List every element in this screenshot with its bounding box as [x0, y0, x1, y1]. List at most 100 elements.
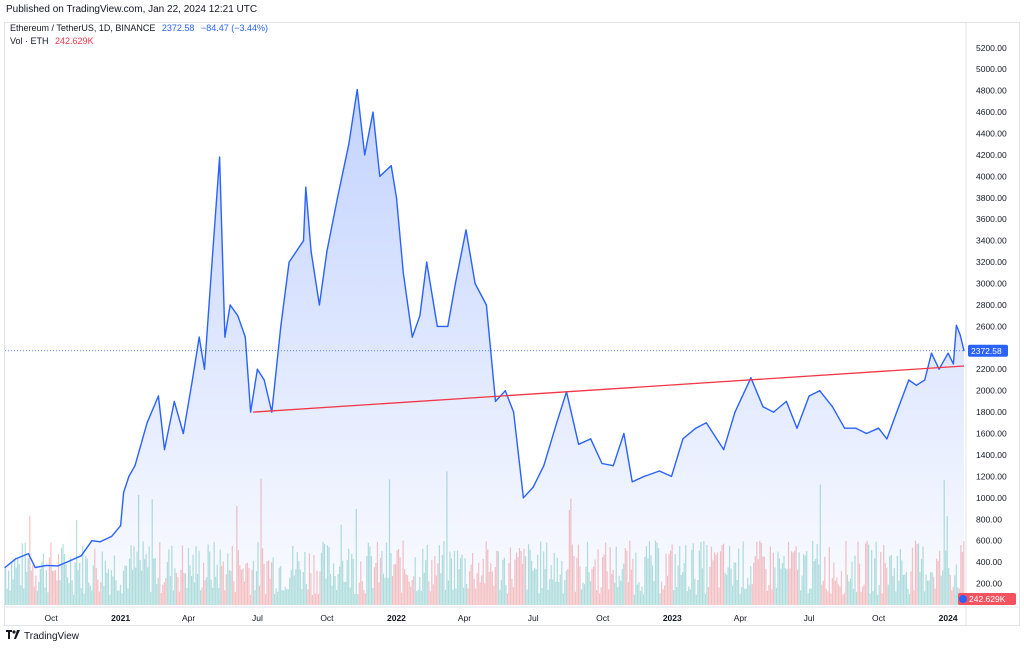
price-point: [436, 325, 438, 327]
price-point: [99, 541, 101, 543]
y-tick-label: 4400.00: [976, 128, 1007, 138]
price-point: [157, 395, 159, 397]
price-area-fill: [5, 89, 964, 606]
price-point: [590, 438, 592, 440]
y-tick-label: 3200.00: [976, 257, 1007, 267]
y-tick-label: 2600.00: [976, 321, 1007, 331]
price-point: [146, 422, 148, 424]
price-point: [762, 406, 764, 408]
y-tick-label: 2800.00: [976, 300, 1007, 310]
price-point: [908, 379, 910, 381]
symbol-label[interactable]: Ethereum / TetherUS, 1D, BINANCE: [10, 23, 156, 33]
y-tick-label: 2000.00: [976, 386, 1007, 396]
price-point: [411, 336, 413, 338]
price-point: [682, 438, 684, 440]
price-point: [219, 156, 221, 158]
price-point: [831, 406, 834, 408]
price-point: [623, 432, 625, 435]
price-point: [348, 143, 350, 145]
price-point: [191, 379, 193, 381]
price-point: [364, 154, 366, 156]
price-point: [865, 432, 868, 435]
y-tick-label: 4200.00: [976, 150, 1007, 160]
trend-line: [252, 365, 965, 413]
x-tick-label: Jul: [528, 613, 539, 623]
price-line: [4, 88, 965, 569]
x-tick-label: Apr: [458, 613, 471, 623]
tv-logo-icon[interactable]: [6, 630, 20, 642]
price-point: [670, 475, 673, 477]
y-tick-label: 3800.00: [976, 193, 1007, 203]
price-point: [695, 427, 697, 429]
price-point: [504, 390, 506, 392]
price-point: [68, 560, 70, 562]
price-point: [963, 350, 965, 352]
price-point: [896, 411, 898, 413]
price-point: [4, 566, 6, 569]
price-point: [785, 400, 788, 402]
price-point: [173, 400, 175, 402]
price-point: [402, 272, 404, 274]
price-point: [658, 470, 661, 472]
price-point: [336, 197, 339, 199]
y-tick-label: 5000.00: [976, 64, 1007, 74]
price-point: [855, 427, 857, 429]
price-point: [224, 336, 226, 338]
price-point: [27, 553, 29, 555]
price-point: [556, 422, 558, 424]
last-volume-tag: 242.629K: [958, 593, 1016, 605]
price-point: [513, 411, 515, 413]
y-tick-label: 5200.00: [976, 43, 1007, 53]
price-point: [288, 261, 290, 263]
price-point: [543, 465, 545, 467]
published-note: Published on TradingView.com, Jan 22, 20…: [6, 4, 258, 15]
price-point: [955, 324, 958, 326]
price-point: [91, 540, 93, 542]
price-point: [844, 427, 846, 429]
y-tick-label: 4800.00: [976, 86, 1007, 96]
x-tick-label: 2023: [663, 613, 682, 623]
price-point: [808, 395, 810, 397]
x-tick-label: Oct: [44, 613, 58, 623]
price-point: [390, 165, 392, 167]
x-tick-label: 2021: [111, 613, 130, 623]
x-tick-label: Oct: [320, 613, 334, 623]
price-point: [819, 390, 821, 392]
price-point: [46, 564, 48, 567]
y-tick-label: 4000.00: [976, 171, 1007, 181]
price-point: [163, 449, 166, 451]
price-point: [128, 475, 130, 477]
brand-name[interactable]: TradingView: [24, 630, 80, 642]
y-tick-label: 3600.00: [976, 214, 1007, 224]
price-point: [643, 475, 645, 477]
price-point: [111, 535, 113, 538]
last-volume-label: 242.629K: [969, 594, 1006, 604]
price-point: [796, 427, 798, 429]
x-tick-label: 2024: [939, 613, 958, 623]
y-tick-label: 800.00: [976, 514, 1002, 524]
price-point: [305, 186, 307, 188]
price-point: [356, 89, 358, 91]
y-tick-label: 1000.00: [976, 493, 1007, 503]
price-point: [120, 525, 122, 527]
y-tick-label: 3400.00: [976, 236, 1007, 246]
x-tick-label: Apr: [734, 613, 747, 623]
price-point: [522, 497, 525, 499]
price-point: [886, 438, 888, 440]
y-tick-label: 200.00: [976, 579, 1002, 589]
price-point: [532, 486, 534, 488]
volume-label[interactable]: Vol · ETH: [10, 36, 49, 46]
y-tick-label: 4600.00: [976, 107, 1007, 117]
price-point: [57, 565, 59, 567]
footer: TradingView: [6, 630, 79, 642]
price-point: [485, 304, 487, 306]
price-point: [612, 465, 614, 467]
price-point: [15, 558, 17, 560]
price-point: [465, 229, 467, 231]
price-point: [237, 315, 239, 317]
price-point: [750, 377, 752, 379]
price-point: [244, 336, 246, 338]
last-price-tag: 2372.58: [968, 344, 1008, 357]
x-tick-label: Oct: [872, 613, 886, 623]
